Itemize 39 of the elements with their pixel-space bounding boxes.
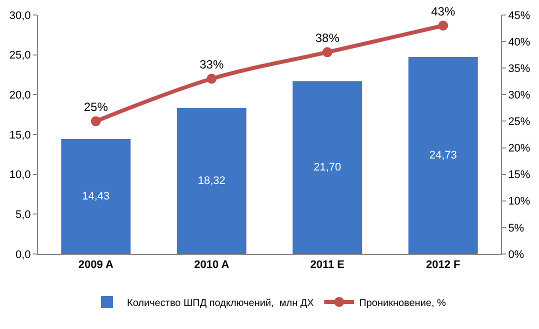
data-label: 38%: [315, 30, 340, 45]
bar: [408, 56, 478, 254]
y-tick-label: 15,0: [9, 129, 31, 142]
y-tick-label: 0,0: [16, 248, 31, 261]
y2-tick-label: 30%: [508, 90, 530, 102]
y-tick-label: 30,0: [9, 10, 31, 22]
x-tick-label: 2012 F: [426, 259, 461, 272]
y2-tick-label: 15%: [508, 169, 530, 182]
legend-label: Количество ШПД подключений, млн ДХ: [127, 298, 314, 309]
legend-label: Проникновение, %: [359, 298, 446, 309]
y2-tick-label: 5%: [508, 222, 524, 234]
point: [206, 74, 217, 84]
y2-tick-label: 10%: [508, 196, 530, 208]
y2-tick-label: 35%: [508, 62, 530, 75]
bar: [61, 139, 131, 254]
point: [322, 47, 332, 58]
y2-tick-label: 0%: [508, 248, 524, 261]
y-tick-label: 10,0: [9, 169, 31, 182]
data-label: 43%: [431, 4, 456, 18]
bar: [176, 108, 246, 254]
data-label: 21,70: [314, 162, 342, 174]
x-tick-label: 2011 E: [310, 259, 345, 272]
x-tick-label: 2009 A: [78, 259, 114, 272]
y2-tick-label: 40%: [508, 36, 530, 48]
y2-tick-label: 25%: [508, 116, 530, 128]
y2-tick-label: 45%: [508, 10, 530, 22]
y-tick-label: 5,0: [16, 209, 31, 222]
data-label: 18,32: [198, 175, 226, 188]
point: [90, 116, 101, 126]
data-label: 24,73: [429, 149, 457, 162]
y-tick-label: 25,0: [9, 50, 31, 62]
data-label: 14,43: [82, 190, 110, 203]
bar: [292, 81, 362, 254]
y2-tick-label: 20%: [508, 142, 530, 155]
y-tick-label: 20,0: [9, 90, 31, 102]
data-label: 25%: [84, 100, 108, 114]
data-label: 33%: [200, 57, 224, 72]
x-tick-label: 2010 A: [194, 259, 230, 272]
point: [438, 20, 448, 31]
